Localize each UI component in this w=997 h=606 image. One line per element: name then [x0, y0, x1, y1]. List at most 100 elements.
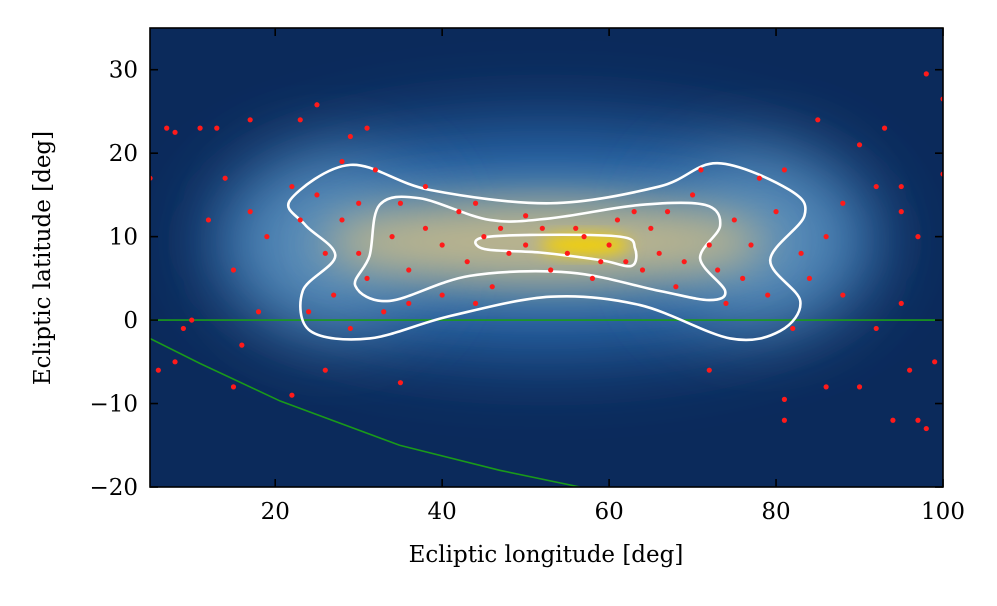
scatter-point — [222, 175, 228, 181]
y-tick-label: −10 — [89, 392, 138, 418]
scatter-point — [289, 183, 295, 190]
scatter-point — [898, 300, 904, 306]
scatter-point — [915, 234, 921, 240]
x-tick-label: 40 — [428, 499, 457, 525]
scatter-point — [247, 117, 253, 123]
scatter-point — [890, 417, 896, 423]
scatter-point — [347, 133, 353, 140]
scatter-point — [798, 250, 804, 256]
scatter-point — [548, 267, 554, 273]
x-tick-label: 100 — [921, 499, 965, 525]
scatter-point — [506, 250, 512, 256]
y-tick-label: −20 — [89, 475, 138, 501]
scatter-point — [406, 267, 412, 273]
x-tick-label: 80 — [761, 499, 790, 525]
scatter-point — [815, 117, 821, 123]
scatter-point — [255, 309, 262, 315]
scatter-point — [439, 292, 445, 298]
plot-area — [150, 71, 943, 487]
scatter-point — [923, 425, 929, 432]
scatter-point — [322, 367, 328, 373]
scatter-point — [289, 392, 295, 398]
scatter-point — [706, 242, 712, 248]
scatter-point — [389, 234, 395, 240]
scatter-point — [907, 367, 913, 373]
scatter-point — [523, 242, 529, 248]
scatter-point — [806, 275, 813, 281]
scatter-point — [230, 384, 237, 390]
y-axis-label: Ecliptic latitude [deg] — [30, 131, 56, 385]
scatter-point — [715, 267, 721, 273]
scatter-point — [406, 300, 412, 306]
scatter-point — [781, 396, 788, 402]
scatter-point — [180, 325, 186, 332]
scatter-point — [748, 242, 754, 248]
scatter-point — [898, 209, 904, 215]
scatter-point — [397, 380, 404, 386]
scatter-point — [589, 275, 596, 281]
scatter-point — [164, 125, 170, 131]
scatter-point — [297, 117, 303, 123]
x-axis-label: Ecliptic longitude [deg] — [409, 542, 684, 568]
scatter-point — [314, 102, 320, 108]
scatter-point — [823, 384, 829, 390]
scatter-point — [731, 217, 737, 223]
scatter-point — [706, 367, 712, 373]
scatter-point — [497, 225, 504, 231]
scatter-point — [781, 167, 788, 173]
scatter-point — [873, 325, 879, 332]
scatter-point — [172, 129, 178, 135]
scatter-point — [573, 225, 579, 231]
scatter-point — [823, 234, 829, 240]
scatter-point — [155, 367, 161, 373]
scatter-point — [372, 167, 378, 173]
scatter-point — [439, 242, 445, 248]
scatter-point — [264, 234, 270, 240]
scatter-point — [247, 209, 253, 215]
scatter-point — [840, 200, 846, 206]
scatter-point — [932, 359, 938, 365]
scatter-point — [781, 417, 788, 423]
y-tick-label: 0 — [123, 308, 138, 334]
scatter-point — [422, 183, 429, 190]
scatter-point — [381, 309, 387, 315]
x-tick-label: 20 — [261, 499, 290, 525]
scatter-point — [639, 267, 646, 273]
scatter-point — [205, 217, 212, 223]
scatter-point — [297, 217, 303, 223]
scatter-point — [623, 259, 629, 265]
scatter-point — [339, 217, 345, 223]
scatter-point — [214, 125, 220, 131]
scatter-point — [765, 292, 771, 298]
scatter-point — [915, 417, 921, 423]
scatter-point — [422, 225, 429, 231]
scatter-point — [689, 192, 696, 198]
scatter-point — [472, 200, 479, 206]
x-tick-label: 60 — [594, 499, 623, 525]
scatter-point — [681, 259, 687, 265]
scatter-point — [322, 250, 328, 256]
scatter-point — [489, 284, 495, 290]
scatter-point — [873, 183, 879, 190]
scatter-point — [898, 183, 904, 190]
scatter-point — [773, 209, 779, 215]
scatter-point — [856, 142, 863, 148]
density-contour — [287, 161, 807, 342]
scatter-point — [306, 309, 312, 315]
scatter-point — [723, 300, 729, 306]
scatter-point — [456, 209, 462, 215]
density-contour — [353, 195, 727, 303]
scatter-point — [673, 284, 679, 290]
axes-frame — [149, 27, 944, 488]
scatter-point — [314, 192, 320, 198]
y-tick-label: 30 — [109, 58, 138, 84]
scatter-point — [464, 259, 470, 265]
scatter-point — [539, 225, 545, 231]
scatter-point — [239, 342, 245, 348]
scatter-point — [331, 292, 337, 298]
scatter-point — [881, 125, 888, 131]
density-contour — [474, 233, 638, 268]
scatter-point — [856, 384, 863, 390]
scatter-point — [564, 250, 570, 256]
